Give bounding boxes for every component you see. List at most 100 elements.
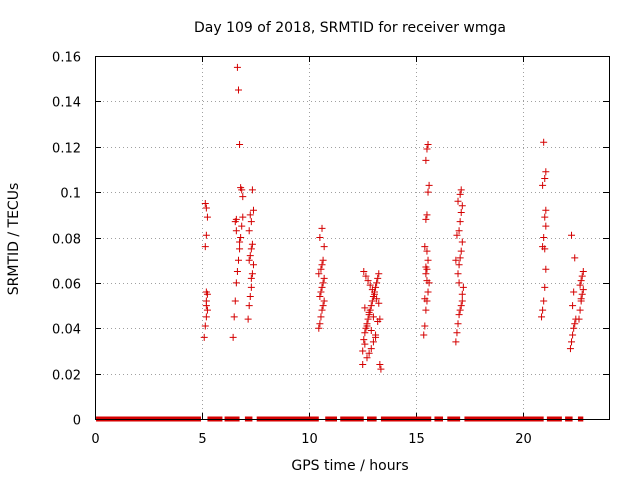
data-point <box>201 199 209 207</box>
data-point <box>424 140 432 148</box>
data-point <box>363 322 371 330</box>
data-point <box>366 281 374 289</box>
data-point <box>367 302 375 310</box>
y-tick-label: 0.14 <box>52 96 81 111</box>
y-tick-label: 0.04 <box>52 323 81 338</box>
data-point <box>363 354 371 362</box>
x-axis-title: GPS time / hours <box>291 458 408 474</box>
data-point <box>375 299 383 307</box>
data-point <box>424 288 432 296</box>
data-point <box>202 313 210 321</box>
data-point <box>202 288 210 296</box>
data-point <box>454 320 462 328</box>
data-point <box>365 308 373 316</box>
data-point <box>232 227 240 235</box>
y-tick-label: 0.06 <box>52 278 81 293</box>
data-point <box>542 168 550 176</box>
data-point <box>368 297 376 305</box>
data-point <box>247 283 255 291</box>
data-point <box>578 290 586 298</box>
data-point <box>542 206 550 214</box>
data-point <box>568 338 576 346</box>
data-point <box>202 297 210 305</box>
plot-frame <box>95 56 610 420</box>
data-point <box>454 197 462 205</box>
data-point <box>245 227 253 235</box>
data-point <box>422 215 430 223</box>
data-point <box>203 306 211 314</box>
data-point <box>234 86 242 94</box>
data-point <box>202 204 210 212</box>
data-point <box>457 209 465 217</box>
data-point <box>458 297 466 305</box>
y-axis-title: SRMTID / TECUs <box>6 183 22 296</box>
x-tick-label: 10 <box>301 432 318 447</box>
y-tick-label: 0.02 <box>52 369 81 384</box>
data-point <box>365 349 373 357</box>
data-point <box>542 222 550 230</box>
data-point <box>233 268 241 276</box>
x-tick-label: 5 <box>198 432 206 447</box>
data-point <box>539 181 547 189</box>
data-point <box>373 295 381 303</box>
data-point <box>455 261 463 269</box>
data-point <box>234 256 242 264</box>
data-point <box>425 181 433 189</box>
data-point <box>237 234 245 241</box>
data-point <box>320 297 328 305</box>
data-point <box>244 315 252 323</box>
data-point <box>541 213 549 221</box>
data-point <box>373 279 381 287</box>
data-point <box>317 288 325 296</box>
data-point <box>245 256 253 264</box>
data-point <box>452 256 460 264</box>
data-point <box>571 320 579 328</box>
data-point <box>359 347 367 355</box>
data-point <box>364 315 372 323</box>
data-point <box>541 245 549 253</box>
data-point <box>571 254 579 262</box>
data-point <box>230 313 238 321</box>
data-point <box>376 315 384 323</box>
data-point <box>360 336 368 344</box>
grid-lines <box>95 56 609 419</box>
data-point <box>375 270 383 278</box>
tick-labels: 0 5 10 15 20 0 0.02 0.04 0.06 0.08 0.1 0.12 0.14 0.16 <box>52 51 532 448</box>
data-point <box>315 270 323 278</box>
data-point <box>569 331 577 339</box>
data-point <box>576 306 584 314</box>
x-tick-label: 15 <box>408 432 425 447</box>
data-point <box>236 238 244 246</box>
data-point <box>320 243 328 251</box>
data-point <box>566 345 574 353</box>
x-tick-label: 0 <box>91 432 99 447</box>
data-point <box>372 333 380 341</box>
data-point <box>579 286 587 294</box>
data-point <box>452 338 460 346</box>
chart-title: Day 109 of 2018, SRMTID for receiver wmg… <box>194 20 506 36</box>
data-point <box>236 140 244 148</box>
data-point <box>315 324 323 332</box>
data-point <box>318 306 326 314</box>
data-point <box>249 261 257 269</box>
data-point <box>369 313 377 321</box>
data-point <box>422 263 430 271</box>
y-tick-label: 0.16 <box>52 51 81 66</box>
data-point <box>236 245 244 253</box>
data-point <box>576 281 584 289</box>
data-point <box>423 145 431 153</box>
data-point <box>424 188 432 196</box>
data-point <box>246 252 254 260</box>
data-point <box>316 320 324 328</box>
data-point <box>359 361 367 369</box>
data-point <box>541 283 549 291</box>
y-tick-label: 0.1 <box>60 187 81 202</box>
data-point <box>455 227 463 235</box>
data-point <box>249 206 257 214</box>
data-point <box>459 283 467 291</box>
data-point <box>367 327 375 335</box>
data-point <box>421 295 429 303</box>
data-point <box>568 231 576 239</box>
x-tick-label: 20 <box>515 432 532 447</box>
data-point <box>238 222 246 230</box>
